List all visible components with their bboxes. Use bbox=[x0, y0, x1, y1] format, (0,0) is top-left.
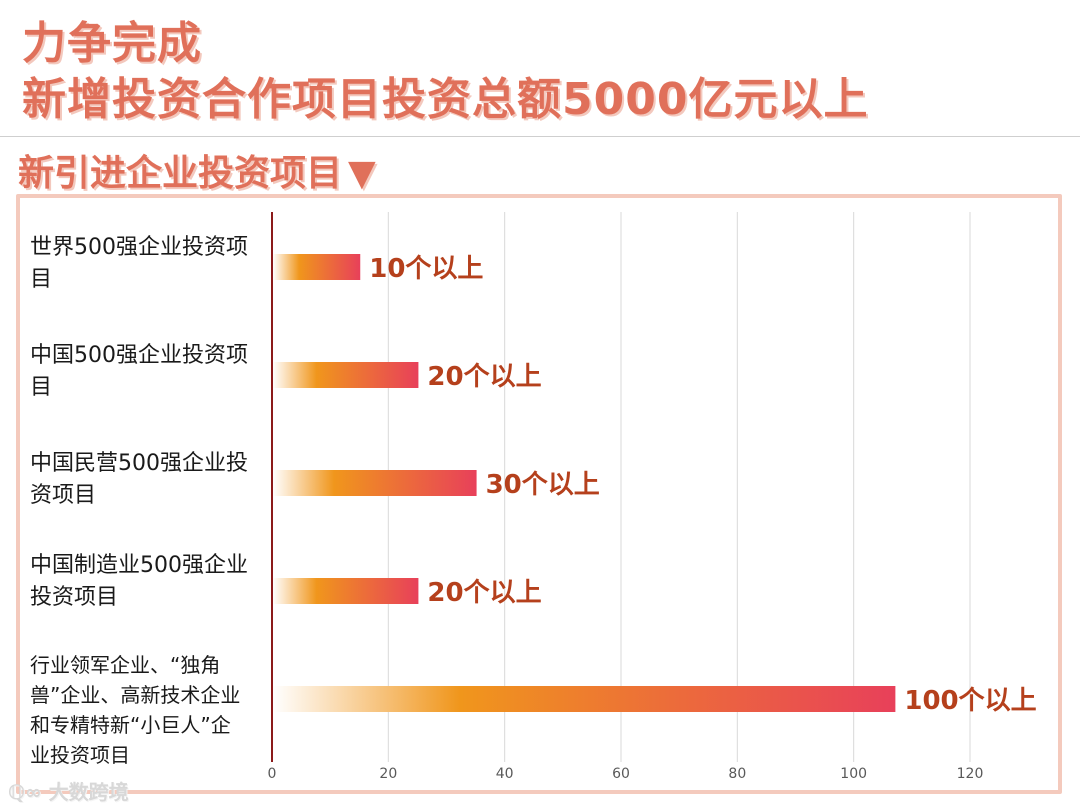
x-tick-label: 0 bbox=[268, 766, 277, 782]
category-label: 中国民营500强企业投资项目 bbox=[30, 451, 248, 508]
section-title: 新引进企业投资项目 ▼ bbox=[18, 150, 376, 198]
bar-value-label: 10个以上 bbox=[369, 254, 483, 284]
bar bbox=[273, 254, 361, 280]
watermark-logo-icon: ℚ∞ bbox=[8, 780, 49, 804]
x-tick-label: 120 bbox=[957, 766, 984, 782]
down-triangle-icon: ▼ bbox=[348, 153, 376, 194]
bar bbox=[273, 686, 896, 712]
x-tick-label: 40 bbox=[496, 766, 514, 782]
bar bbox=[273, 362, 419, 388]
bar-value-label: 30个以上 bbox=[486, 470, 600, 500]
category-label: 世界500强企业投资项目 bbox=[30, 235, 248, 292]
bar bbox=[273, 470, 477, 496]
x-tick-label: 20 bbox=[379, 766, 397, 782]
category-label: 中国制造业500强企业投资项目 bbox=[30, 553, 248, 610]
headline-line-2: 新增投资合作项目投资总额5000亿元以上 bbox=[22, 74, 869, 125]
x-tick-label: 100 bbox=[840, 766, 867, 782]
x-tick-label: 80 bbox=[728, 766, 746, 782]
bar-value-label: 20个以上 bbox=[427, 578, 541, 608]
chart-frame bbox=[16, 194, 1062, 794]
bar-value-label: 100个以上 bbox=[904, 686, 1036, 716]
headline-line-1: 力争完成 bbox=[22, 18, 202, 69]
category-label: 中国500强企业投资项目 bbox=[30, 343, 248, 400]
watermark: ℚ∞ 大数跨境 bbox=[8, 776, 129, 805]
section-title-text: 新引进企业投资项目 bbox=[18, 153, 343, 194]
x-tick-label: 60 bbox=[612, 766, 630, 782]
header-divider bbox=[0, 136, 1080, 137]
bar-value-label: 20个以上 bbox=[427, 362, 541, 392]
category-label: 行业领军企业、“独角兽”企业、高新技术企业和专精特新“小巨人”企业投资项目 bbox=[30, 653, 241, 767]
watermark-text: 大数跨境 bbox=[48, 780, 129, 804]
bar bbox=[273, 578, 419, 604]
